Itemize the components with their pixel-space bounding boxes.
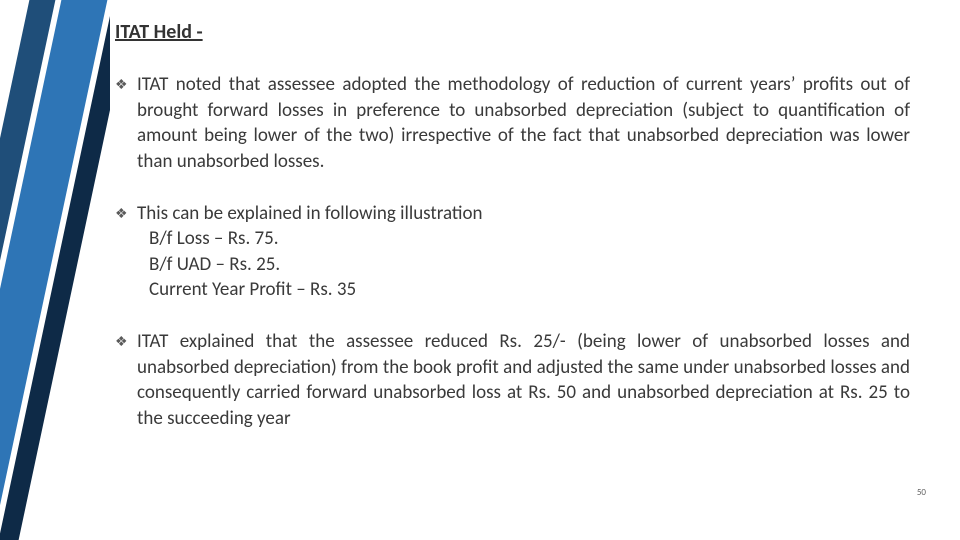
- bullet-list: ❖ITAT noted that assessee adopted the me…: [115, 72, 910, 432]
- heading: ITAT Held -: [115, 20, 910, 44]
- slide-content: ITAT Held - ❖ITAT noted that assessee ad…: [115, 20, 910, 458]
- bullet-main-text: ITAT noted that assessee adopted the met…: [137, 73, 910, 173]
- bullet-marker-icon: ❖: [115, 72, 137, 175]
- bullet-item: ❖This can be explained in following illu…: [115, 201, 910, 304]
- bullet-subline: B/f Loss – Rs. 75.: [137, 226, 910, 252]
- bullet-subline: B/f UAD – Rs. 25.: [137, 252, 910, 278]
- bullet-text: This can be explained in following illus…: [137, 201, 910, 304]
- slide: ITAT Held - ❖ITAT noted that assessee ad…: [0, 0, 960, 540]
- bullet-text: ITAT explained that the assessee reduced…: [137, 329, 910, 432]
- bullet-subline: Current Year Profit – Rs. 35: [137, 277, 910, 303]
- page-number: 50: [917, 487, 926, 498]
- bullet-marker-icon: ❖: [115, 329, 137, 432]
- bullet-marker-icon: ❖: [115, 201, 137, 304]
- bullet-main-text: This can be explained in following illus…: [137, 202, 483, 225]
- bullet-item: ❖ITAT noted that assessee adopted the me…: [115, 72, 910, 175]
- bullet-item: ❖ITAT explained that the assessee reduce…: [115, 329, 910, 432]
- accent-stripes: [0, 0, 110, 540]
- bullet-text: ITAT noted that assessee adopted the met…: [137, 72, 910, 175]
- bullet-main-text: ITAT explained that the assessee reduced…: [137, 330, 910, 430]
